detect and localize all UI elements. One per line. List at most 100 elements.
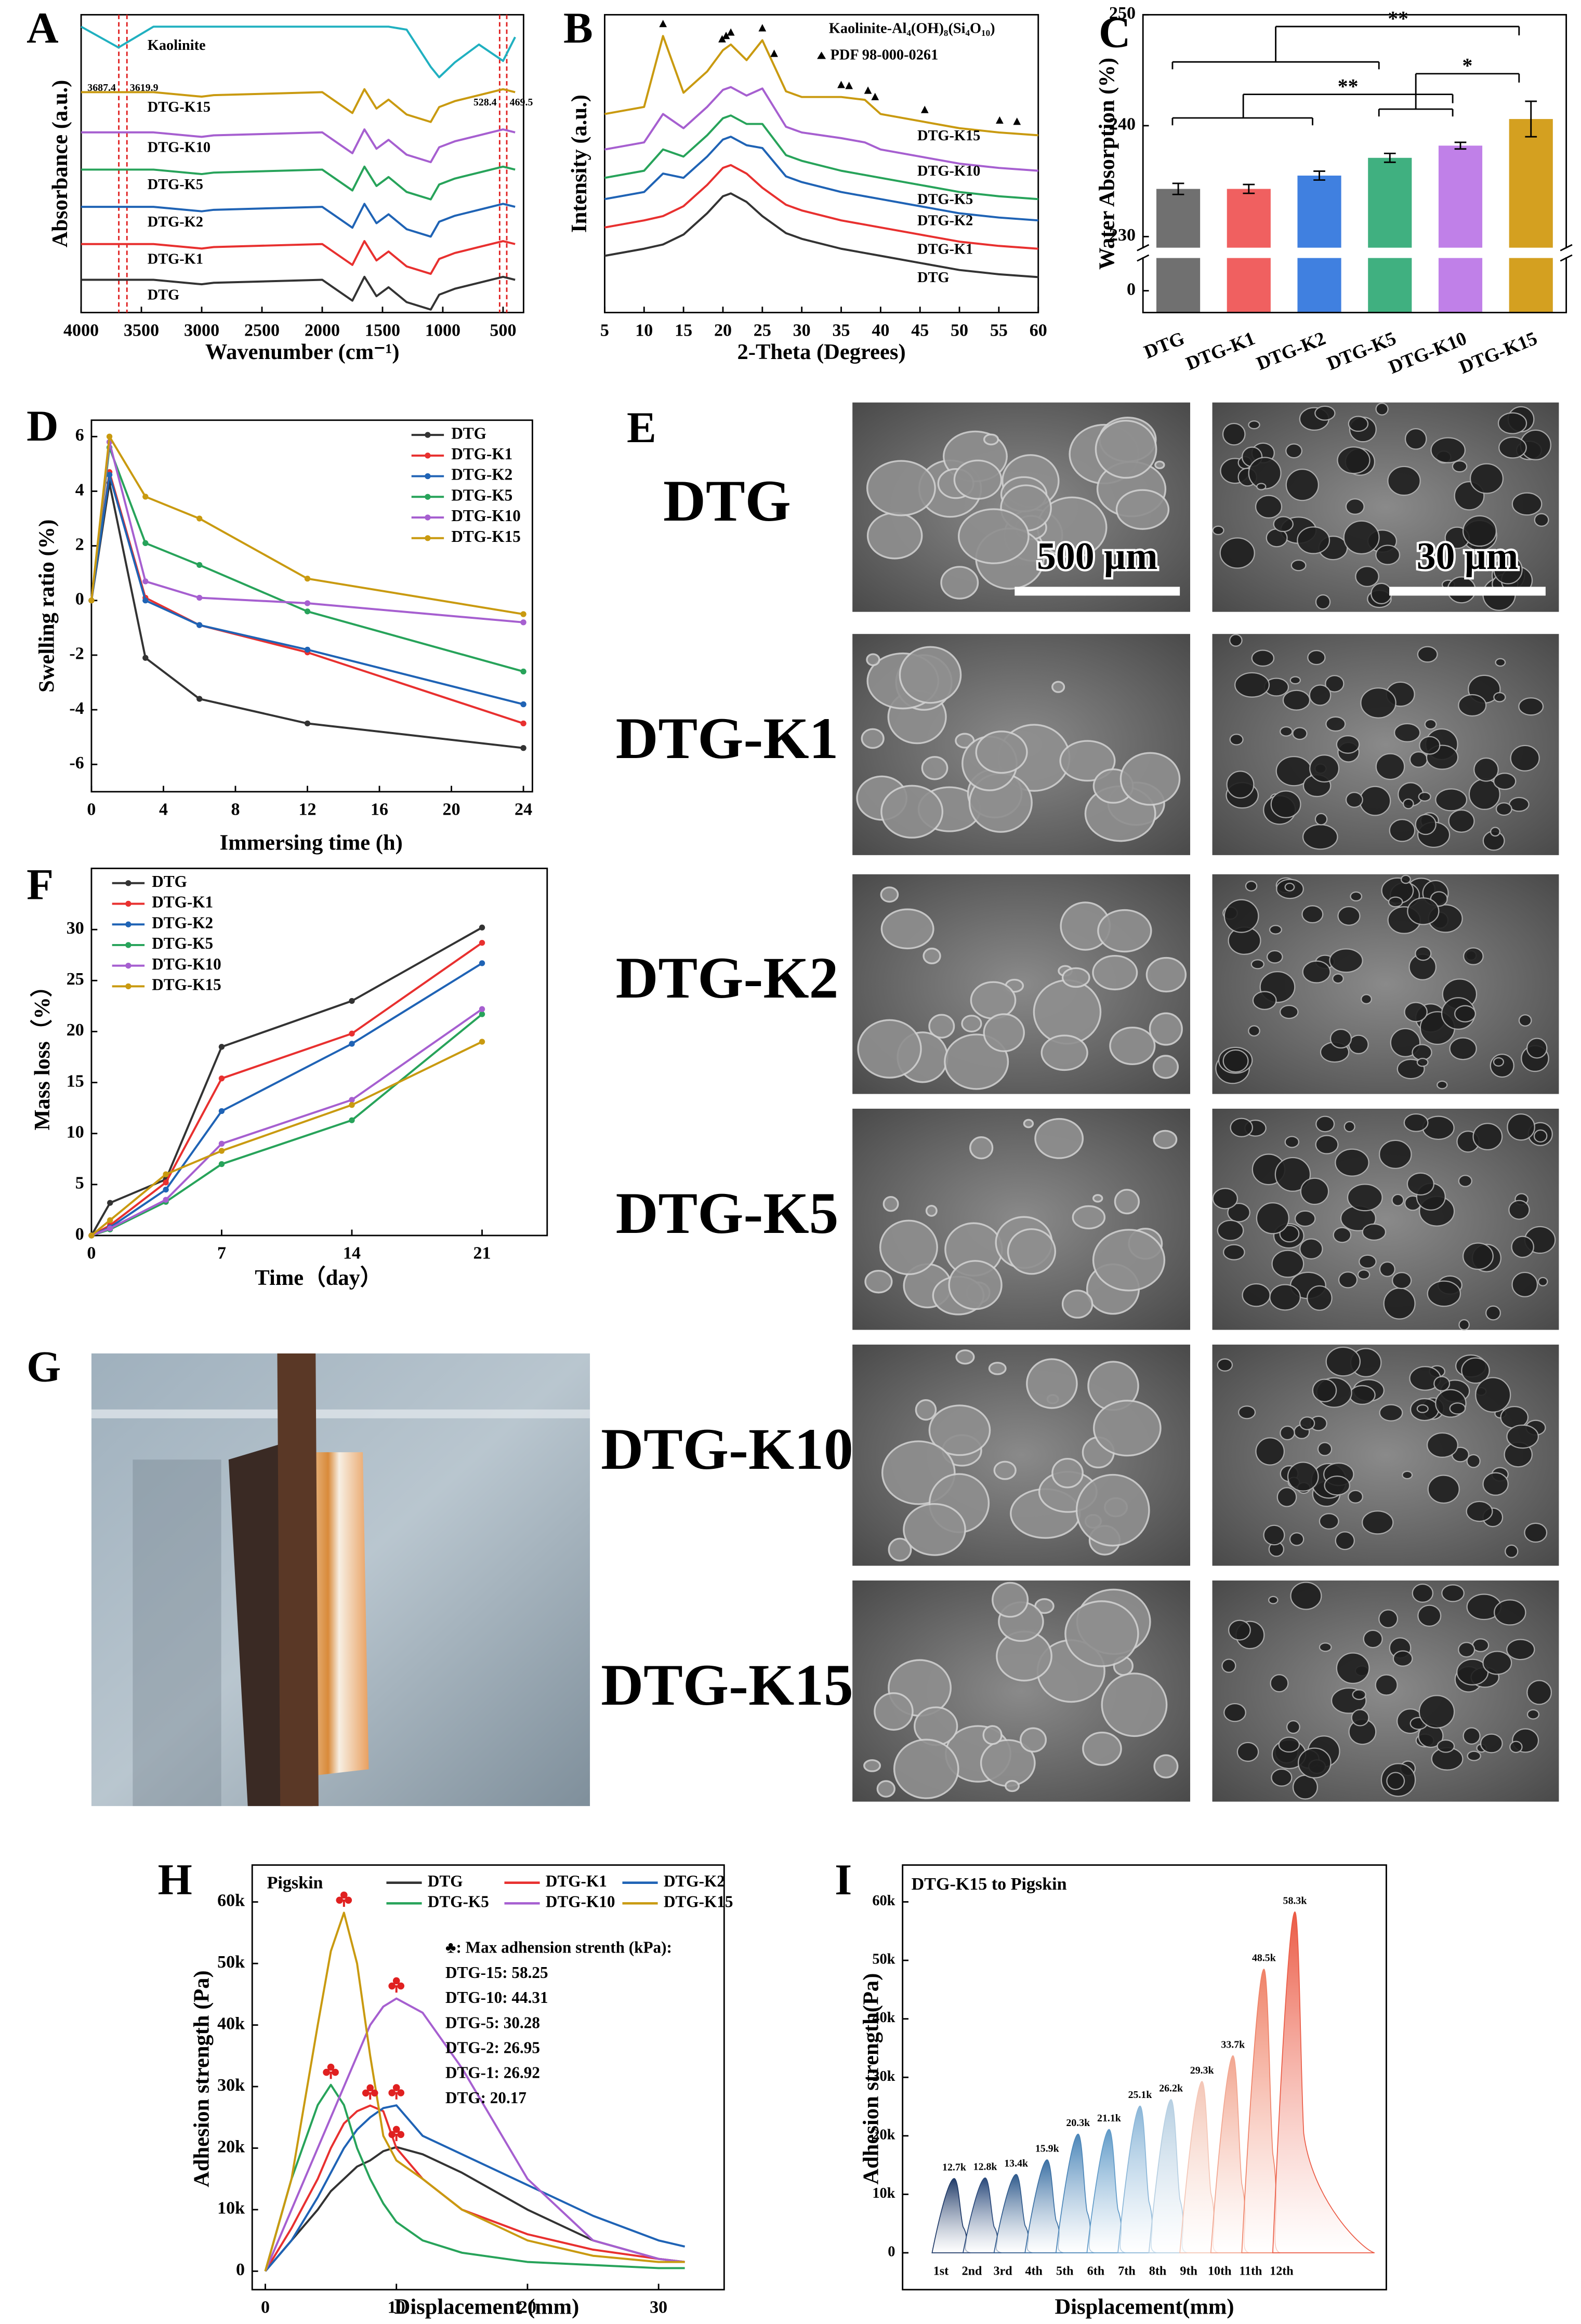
sem-pore — [1473, 757, 1499, 782]
x-tick-label: 35 — [832, 321, 850, 340]
bar — [1509, 119, 1553, 313]
sem-pore — [1387, 466, 1421, 496]
peak-marker-lobe — [397, 2089, 405, 2096]
sem-pore — [928, 1404, 991, 1456]
sem-pore — [864, 1270, 893, 1294]
sem-pore — [925, 1204, 938, 1217]
sem-pore — [1266, 950, 1283, 964]
sem-pore — [1023, 1119, 1034, 1128]
y-tick-label: 240 — [1109, 115, 1136, 134]
legend-label: DTG-K2 — [451, 466, 512, 484]
x-tick-label: DTG — [1141, 327, 1187, 363]
sem-pore — [1524, 1522, 1548, 1543]
panel-label: I — [835, 1855, 852, 1904]
value-label: 26.2k — [1159, 2083, 1183, 2094]
sem-pore — [1352, 1689, 1366, 1701]
sem-pore — [1518, 1014, 1532, 1027]
sem-pore — [1482, 1472, 1509, 1496]
series-line — [604, 164, 1038, 250]
sem-pore — [1416, 1057, 1429, 1067]
sem-pore — [1495, 802, 1512, 816]
series-line — [264, 1997, 685, 2272]
legend-title: Kaolinite-Al₄(OH)₈(Si₄O₁₀) — [829, 20, 995, 36]
series-line — [81, 88, 516, 123]
x-tick-label: 9th — [1180, 2264, 1197, 2278]
sem-pore — [1290, 559, 1307, 572]
sem-pore — [1227, 1202, 1250, 1223]
series-line — [604, 35, 1038, 137]
sem-pore — [1007, 1228, 1057, 1275]
series-marker — [88, 1232, 95, 1239]
sem-pore — [1284, 882, 1295, 892]
x-tick-label: 0 — [261, 2298, 270, 2317]
sem-pore — [1252, 991, 1277, 1010]
peak-triangle — [837, 81, 845, 88]
sem-pore — [1463, 947, 1484, 965]
sem-pore — [880, 785, 944, 839]
sem-image — [852, 1344, 1191, 1566]
sem-pore — [1449, 1402, 1466, 1415]
y-axis-title: Absorbance (a.u.) — [48, 80, 72, 248]
x-tick-label: 8th — [1149, 2264, 1167, 2278]
series-marker — [142, 655, 149, 661]
series-marker — [106, 433, 113, 440]
chart-title: Pigskin — [267, 1873, 323, 1892]
peak-marker-lobe — [366, 2084, 374, 2092]
sem-pore — [1276, 1487, 1297, 1507]
sem-pore — [1325, 716, 1346, 732]
x-tick-label: 10 — [388, 2298, 405, 2317]
legend-label: DTG-K10 — [546, 1893, 615, 1911]
x-tick-label: 30 — [650, 2298, 667, 2317]
legend-marker — [125, 942, 131, 948]
x-tick-label: 20 — [519, 2298, 536, 2317]
x-tick-label: 12th — [1270, 2264, 1294, 2278]
axis-break-mark — [1560, 254, 1573, 262]
sem-pore — [1427, 1475, 1460, 1504]
sem-pore — [1307, 1285, 1333, 1311]
series-label: DTG-K5 — [917, 192, 973, 208]
x-tick-label: 0 — [87, 1244, 96, 1263]
reference-label: 3687.4 — [87, 82, 116, 94]
error-bar — [1172, 182, 1184, 195]
sem-pore — [1019, 1727, 1047, 1753]
annotation: DTG-15: 58.25 — [445, 1963, 548, 1982]
sem-pore — [1332, 973, 1344, 984]
peak-marker-lobe — [327, 2063, 335, 2071]
photo-shadow — [133, 1459, 221, 1807]
x-tick-label: 4 — [159, 800, 168, 819]
sem-pore — [1338, 1271, 1358, 1289]
peak-marker-lobe — [392, 1977, 400, 1985]
scale-bar-label: 500 μm — [1037, 535, 1157, 577]
y-tick-label: 0 — [75, 590, 84, 609]
series-line — [604, 136, 1038, 222]
series-line — [90, 942, 483, 1237]
x-tick-label: 24 — [515, 800, 532, 819]
series-marker — [479, 1039, 485, 1045]
y-tick-label: 50k — [872, 1951, 895, 1968]
peak-marker-stem — [369, 2092, 372, 2100]
series-marker — [142, 540, 149, 547]
legend-triangle — [817, 51, 826, 59]
sem-pore — [1289, 1532, 1305, 1546]
series-line — [604, 114, 1038, 201]
y-tick-label: 0 — [75, 1225, 84, 1244]
peak-marker-stem — [395, 2092, 398, 2100]
peak-marker — [388, 2084, 405, 2100]
peak-marker-stem — [330, 2071, 332, 2079]
sem-pore — [975, 731, 1028, 774]
sem-pore — [1319, 1642, 1332, 1652]
scale-bar — [1015, 587, 1180, 596]
sem-pore — [1237, 1405, 1256, 1419]
annotation: DTG-5: 30.28 — [445, 2013, 540, 2031]
value-label: 29.3k — [1190, 2065, 1215, 2076]
series-line — [81, 240, 516, 275]
sample-label: DTG-K15 — [601, 1652, 853, 1718]
x-axis-title: Displacement(mm) — [1055, 2295, 1234, 2319]
series-label: DTG-K2 — [148, 214, 203, 230]
photo — [91, 1353, 590, 1807]
sem-pore — [1034, 1118, 1084, 1159]
value-label: 15.9k — [1035, 2143, 1060, 2155]
sem-pore — [1511, 1271, 1538, 1297]
y-tick-label: 20 — [67, 1020, 84, 1040]
annotation: ♣: Max adhension strenth (kPa): — [445, 1938, 672, 1957]
